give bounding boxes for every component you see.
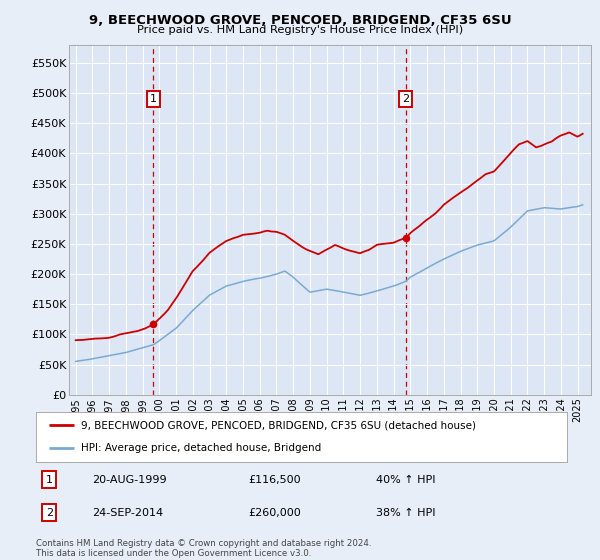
Text: 1: 1 [46, 475, 53, 485]
Text: 1: 1 [150, 94, 157, 104]
Text: 38% ↑ HPI: 38% ↑ HPI [376, 507, 436, 517]
Text: HPI: Average price, detached house, Bridgend: HPI: Average price, detached house, Brid… [81, 444, 322, 454]
Text: 20-AUG-1999: 20-AUG-1999 [92, 475, 166, 485]
Text: 40% ↑ HPI: 40% ↑ HPI [376, 475, 436, 485]
Text: 2: 2 [46, 507, 53, 517]
Text: 2: 2 [402, 94, 409, 104]
Text: 9, BEECHWOOD GROVE, PENCOED, BRIDGEND, CF35 6SU (detached house): 9, BEECHWOOD GROVE, PENCOED, BRIDGEND, C… [81, 420, 476, 430]
Text: Contains HM Land Registry data © Crown copyright and database right 2024.
This d: Contains HM Land Registry data © Crown c… [36, 539, 371, 558]
Text: Price paid vs. HM Land Registry's House Price Index (HPI): Price paid vs. HM Land Registry's House … [137, 25, 463, 35]
Text: 9, BEECHWOOD GROVE, PENCOED, BRIDGEND, CF35 6SU: 9, BEECHWOOD GROVE, PENCOED, BRIDGEND, C… [89, 14, 511, 27]
Text: £260,000: £260,000 [248, 507, 301, 517]
Text: 24-SEP-2014: 24-SEP-2014 [92, 507, 163, 517]
Text: £116,500: £116,500 [248, 475, 301, 485]
